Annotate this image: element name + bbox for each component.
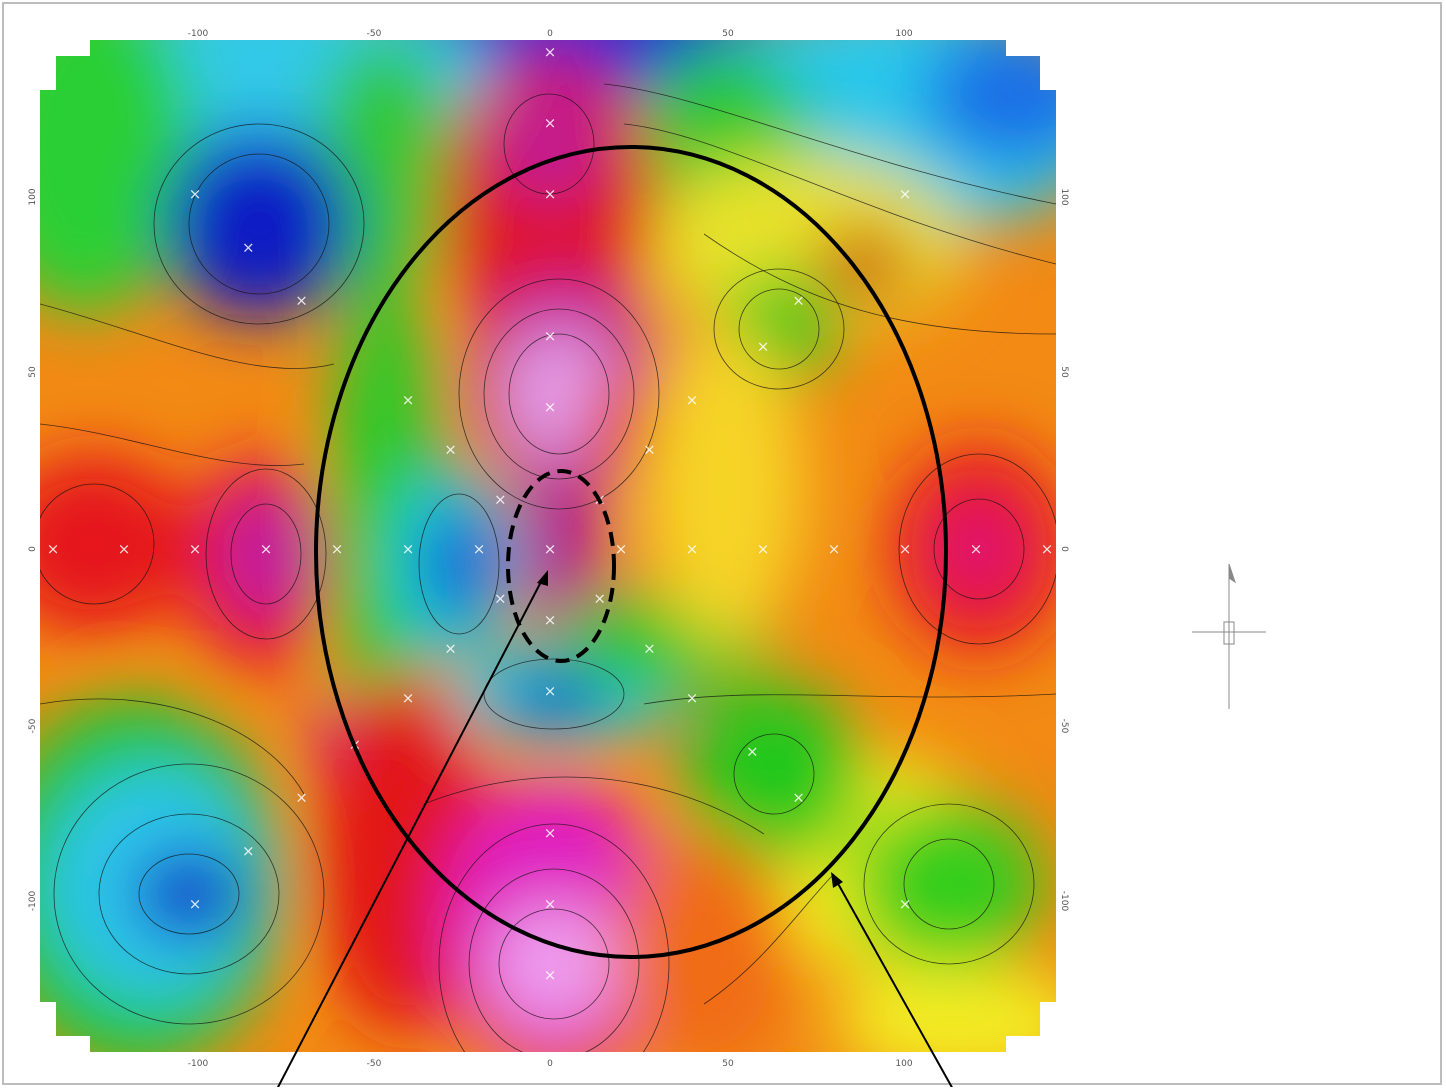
corner-notches [40, 40, 1056, 1052]
left-tick-label: -50 [28, 718, 38, 733]
survey-point-marker: × [899, 895, 912, 913]
right-tick-label: 50 [1059, 366, 1069, 378]
survey-point-marker: × [757, 540, 770, 558]
bottom-tick-label: 0 [547, 1059, 553, 1069]
pointer-arrow-right-head [831, 872, 843, 888]
survey-point-marker: × [494, 590, 507, 608]
pointer-arrow-left [276, 577, 544, 1087]
survey-point-markers: × × × × × × × × × × × × × × × × × × × × × × × × × × × × × × × × × × × × × × × ×… [47, 43, 1054, 984]
bottom-tick-label: 100 [895, 1059, 912, 1069]
survey-point-marker: × [686, 540, 699, 558]
survey-point-marker: × [544, 540, 557, 558]
survey-point-marker: × [757, 338, 770, 356]
survey-point-marker: × [544, 43, 557, 61]
survey-point-marker: × [899, 185, 912, 203]
survey-point-marker: × [242, 842, 255, 860]
survey-area-ellipse [314, 145, 948, 959]
survey-point-marker: × [1041, 540, 1054, 558]
survey-point-marker: × [189, 540, 202, 558]
survey-point-marker: × [544, 895, 557, 913]
survey-point-marker: × [643, 639, 656, 657]
survey-point-marker: × [473, 540, 486, 558]
survey-point-marker: × [47, 540, 60, 558]
survey-point-marker: × [970, 540, 983, 558]
survey-point-marker: × [544, 114, 557, 132]
survey-point-marker: × [118, 540, 131, 558]
survey-point-marker: × [615, 540, 628, 558]
top-tick-label: 0 [547, 29, 553, 39]
survey-point-marker: × [544, 682, 557, 700]
contour-fill: × × × × × × × × × × × × × × × × × × × × × × × × × × × × × × × × × × × × × × × ×… [40, 40, 1056, 1052]
survey-point-marker: × [544, 824, 557, 842]
left-tick-label: 100 [28, 188, 38, 205]
top-tick-label: 100 [895, 29, 912, 39]
survey-point-marker: × [792, 789, 805, 807]
survey-point-marker: × [189, 185, 202, 203]
survey-point-marker: × [544, 611, 557, 629]
survey-point-marker: × [544, 185, 557, 203]
top-tick-label: -100 [188, 29, 209, 39]
bottom-tick-label: -50 [367, 1059, 382, 1069]
survey-point-marker: × [402, 689, 415, 707]
right-tick-label: 0 [1059, 546, 1069, 552]
survey-point-marker: × [295, 789, 308, 807]
survey-point-marker: × [444, 441, 457, 459]
survey-point-marker: × [331, 540, 344, 558]
survey-point-marker: × [686, 689, 699, 707]
left-tick-label: -100 [28, 891, 38, 912]
north-arrow-icon [1192, 563, 1266, 709]
top-tick-label: -50 [367, 29, 382, 39]
target-dashed-ellipse [506, 469, 616, 663]
bottom-tick-label: 50 [722, 1059, 734, 1069]
survey-point-marker: × [544, 327, 557, 345]
survey-point-marker: × [792, 292, 805, 310]
survey-point-marker: × [899, 540, 912, 558]
survey-point-marker: × [189, 895, 202, 913]
right-tick-label: -100 [1059, 891, 1069, 912]
survey-point-marker: × [643, 441, 656, 459]
survey-point-marker: × [444, 639, 457, 657]
bottom-tick-label: -100 [188, 1059, 209, 1069]
pointer-arrow-right [835, 879, 953, 1087]
survey-point-marker: × [544, 966, 557, 984]
pointer-arrow-left-head [537, 570, 548, 586]
contour-lines [40, 83, 1056, 1052]
axis-ticks: -100 -50 0 50 100 -100 -50 0 50 100 100 … [28, 29, 1069, 1069]
survey-point-marker: × [402, 540, 415, 558]
top-tick-label: 50 [722, 29, 734, 39]
left-tick-label: 50 [28, 366, 38, 378]
survey-point-marker: × [828, 540, 841, 558]
survey-point-marker: × [295, 292, 308, 310]
left-tick-label: 0 [28, 546, 38, 552]
survey-point-marker: × [242, 238, 255, 256]
right-tick-label: -50 [1059, 719, 1069, 734]
survey-point-marker: × [746, 742, 759, 760]
right-tick-label: 100 [1059, 188, 1069, 205]
contour-map: × × × × × × × × × × × × × × × × × × × × × × × × × × × × × × × × × × × × × × × ×… [28, 29, 1266, 1087]
survey-point-marker: × [544, 398, 557, 416]
survey-point-marker: × [593, 590, 606, 608]
survey-point-marker: × [494, 490, 507, 508]
annotation-overlay [276, 145, 953, 1087]
survey-point-marker: × [686, 391, 699, 409]
survey-point-marker: × [402, 391, 415, 409]
survey-point-marker: × [260, 540, 273, 558]
